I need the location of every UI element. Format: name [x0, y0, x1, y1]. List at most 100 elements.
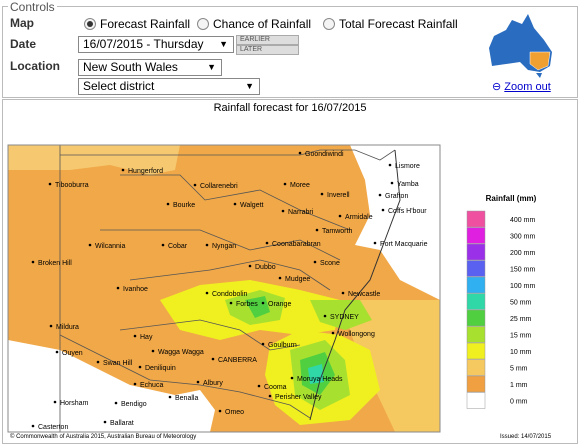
place-dot — [290, 376, 294, 380]
place-dot — [381, 208, 385, 212]
legend-swatch — [466, 227, 486, 244]
legend-swatch — [466, 326, 486, 343]
legend-label: 100 mm — [510, 283, 535, 290]
place-label: Scone — [320, 260, 340, 267]
place-dot — [96, 360, 100, 364]
legend-swatch — [466, 260, 486, 277]
date-label: Date — [10, 37, 37, 51]
place-label: Armidale — [345, 214, 373, 221]
controls-legend: Controls — [8, 0, 57, 14]
legend-swatch — [466, 309, 486, 327]
later-button[interactable]: LATER — [236, 45, 299, 55]
place-label: Narrabri — [288, 209, 314, 216]
place-dot — [388, 163, 392, 167]
place-dot — [193, 183, 197, 187]
place-dot — [103, 420, 107, 424]
place-dot — [261, 301, 265, 305]
place-dot — [331, 331, 335, 335]
place-dot — [196, 380, 200, 384]
issued: Issued: 14/07/2015 — [500, 434, 552, 440]
place-dot — [315, 228, 319, 232]
place-dot — [133, 334, 137, 338]
place-label: Condobolin — [212, 291, 248, 298]
place-label: Moree — [290, 182, 310, 189]
place-label: Mudgee — [285, 276, 310, 283]
radio-label[interactable]: Chance of Rainfall — [213, 17, 312, 31]
legend-label: 400 mm — [510, 217, 535, 224]
place-dot — [138, 365, 142, 369]
place-label: Walgett — [240, 202, 264, 209]
place-label: Deniliquin — [145, 365, 176, 372]
radio[interactable] — [197, 18, 209, 30]
place-dot — [49, 324, 53, 328]
place-label: Goulburn — [268, 342, 297, 349]
place-label: Casterton — [38, 424, 68, 431]
place-dot — [390, 181, 394, 185]
place-dot — [378, 193, 382, 197]
legend-swatch — [466, 210, 486, 228]
place-label: Grafton — [385, 193, 408, 200]
place-label: Wollongong — [338, 331, 375, 338]
place-label: Collarenebri — [200, 183, 238, 190]
place-dot — [161, 243, 165, 247]
radio[interactable] — [84, 18, 96, 30]
place-label: Lismore — [395, 163, 420, 170]
place-label: Horsham — [60, 400, 89, 407]
place-dot — [268, 394, 272, 398]
legend-label: 150 mm — [510, 267, 535, 274]
place-dot — [133, 382, 137, 386]
place-label: Port Macquarie — [380, 241, 428, 248]
place-dot — [48, 182, 52, 186]
zoom-out-text[interactable]: Zoom out — [504, 81, 551, 93]
place-label: Swan Hill — [103, 360, 133, 367]
radio[interactable] — [323, 18, 335, 30]
radio-label[interactable]: Total Forecast Rainfall — [339, 17, 458, 31]
place-label: Bourke — [173, 202, 195, 209]
legend-swatch — [466, 276, 486, 294]
zoom-out[interactable]: ⊖ Zoom out — [492, 81, 551, 93]
place-dot — [320, 192, 324, 196]
place-label: Cooma — [264, 384, 287, 391]
map-title: Rainfall forecast for 16/07/2015 — [214, 102, 367, 114]
district-value: Select district — [83, 79, 155, 93]
legend-swatch — [466, 359, 486, 376]
place-label: Omeo — [225, 409, 244, 416]
place-label: Echuca — [140, 382, 163, 389]
legend-label: 1 mm — [510, 382, 528, 389]
map-label: Map — [10, 16, 34, 30]
place-dot — [265, 241, 269, 245]
place-label: Albury — [203, 380, 223, 387]
place-dot — [53, 400, 57, 404]
controls-box — [2, 6, 578, 98]
place-label: Dubbo — [255, 264, 276, 271]
legend-label: 10 mm — [510, 349, 532, 356]
place-label: Ballarat — [110, 420, 134, 427]
copyright: © Commonwealth of Australia 2015, Austra… — [10, 433, 196, 440]
legend-swatch — [466, 243, 486, 261]
place-label: Newcastle — [348, 291, 380, 298]
place-dot — [88, 243, 92, 247]
place-label: Hungerford — [128, 168, 163, 175]
place-dot — [338, 214, 342, 218]
place-label: Wagga Wagga — [158, 349, 204, 356]
place-dot — [373, 241, 377, 245]
place-label: Tamworth — [322, 228, 352, 235]
mini-map[interactable] — [484, 10, 558, 80]
district-select[interactable]: Select district ▼ — [78, 78, 260, 95]
legend-swatch — [466, 293, 486, 310]
legend-swatch — [466, 392, 486, 409]
place-label: Goondiwindi — [305, 151, 344, 158]
date-select[interactable]: 16/07/2015 - Thursday ▼ — [78, 36, 234, 53]
place-label: CANBERRA — [218, 357, 257, 364]
location-select[interactable]: New South Wales ▼ — [78, 59, 222, 76]
place-dot — [218, 409, 222, 413]
earlier-button[interactable]: EARLIER — [236, 35, 299, 45]
legend-label: 5 mm — [510, 366, 528, 373]
radio-label[interactable]: Forecast Rainfall — [100, 17, 191, 31]
place-dot — [116, 286, 120, 290]
place-label: Perisher Valley — [275, 394, 322, 401]
legend-swatch — [466, 375, 486, 393]
place-label: Hay — [140, 334, 153, 341]
place-label: Yamba — [397, 181, 419, 188]
